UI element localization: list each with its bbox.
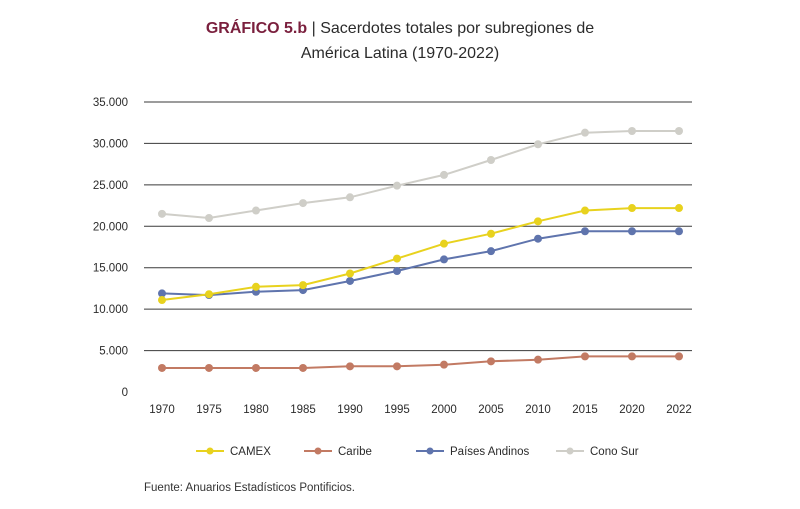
data-point xyxy=(628,204,636,213)
data-point xyxy=(534,217,542,226)
data-point xyxy=(346,362,354,371)
y-tick-label: 20.000 xyxy=(93,221,128,233)
chart-title-line-2: América Latina (1970-2022) xyxy=(300,45,500,62)
series-line-camex xyxy=(161,207,679,301)
data-point xyxy=(393,181,401,190)
data-point xyxy=(158,289,166,298)
series-lines xyxy=(161,130,679,369)
x-tick-label: 1990 xyxy=(337,404,363,416)
data-point xyxy=(487,229,495,238)
data-point xyxy=(628,227,636,236)
series-line-cono-sur xyxy=(161,130,679,220)
data-point xyxy=(393,254,401,263)
x-tick-label: 1975 xyxy=(196,404,222,416)
data-point xyxy=(440,360,448,369)
source-note: Fuente: Anuarios Estadísticos Pontificio… xyxy=(144,482,355,494)
data-point xyxy=(675,227,683,236)
data-point xyxy=(393,362,401,371)
data-point xyxy=(158,363,166,372)
chart-title-text-1: Sacerdotes totales por subregiones de xyxy=(320,20,595,37)
data-point xyxy=(346,276,354,285)
legend-swatch-marker xyxy=(314,447,322,455)
y-tick-label: 5.000 xyxy=(99,346,128,358)
x-tick-label: 1980 xyxy=(243,404,269,416)
data-point xyxy=(581,352,589,361)
data-point xyxy=(252,206,260,215)
legend-label: CAMEX xyxy=(230,446,271,458)
data-point xyxy=(534,234,542,243)
x-tick-label: 2000 xyxy=(431,404,457,416)
y-tick-label: 10.000 xyxy=(93,304,128,316)
y-tick-label: 30.000 xyxy=(93,138,128,150)
data-point xyxy=(252,282,260,291)
legend: CAMEX Caribe Países Andinos Cono Sur xyxy=(196,446,639,458)
data-point xyxy=(440,239,448,248)
chart-title-line-1: GRÁFICO 5.b | Sacerdotes totales por sub… xyxy=(0,16,800,41)
data-point xyxy=(675,204,683,213)
x-tick-label: 2020 xyxy=(619,404,645,416)
data-point xyxy=(440,170,448,179)
y-tick-label: 25.000 xyxy=(93,180,128,192)
x-tick-label: 1985 xyxy=(290,404,316,416)
x-tick-label: 2005 xyxy=(478,404,504,416)
chart-title-separator: | xyxy=(311,20,316,37)
data-point xyxy=(346,193,354,202)
data-point xyxy=(581,227,589,236)
legend-swatch-marker xyxy=(566,447,574,455)
y-tick-label: 0 xyxy=(122,387,128,399)
x-tick-label: 1995 xyxy=(384,404,410,416)
y-tick-label: 35.000 xyxy=(93,97,128,109)
data-point xyxy=(158,209,166,218)
x-tick-label: 2015 xyxy=(572,404,598,416)
data-point xyxy=(675,352,683,361)
x-tick-label: 2010 xyxy=(525,404,551,416)
data-point xyxy=(534,140,542,149)
data-point xyxy=(675,127,683,135)
legend-label: Caribe xyxy=(338,446,372,458)
gridlines xyxy=(144,101,692,352)
data-point xyxy=(299,199,307,208)
data-point xyxy=(487,156,495,164)
data-point xyxy=(534,355,542,364)
data-point xyxy=(299,363,307,372)
legend-swatch-marker xyxy=(206,447,214,455)
data-point xyxy=(205,290,213,299)
legend-swatch-marker xyxy=(426,447,434,455)
data-point xyxy=(581,128,589,137)
y-tick-label: 15.000 xyxy=(93,263,128,275)
data-point xyxy=(628,352,636,361)
series-line-países-andinos xyxy=(161,230,679,297)
data-point xyxy=(346,269,354,278)
y-axis-ticks: 0 5.000 10.000 15.000 20.000 25.000 30.000 35.0… xyxy=(93,97,128,399)
chart-title-prefix: GRÁFICO 5.b xyxy=(205,20,308,37)
data-point xyxy=(440,255,448,264)
series-points xyxy=(158,127,683,372)
data-point xyxy=(252,363,260,372)
data-point xyxy=(205,363,213,372)
legend-label: Cono Sur xyxy=(590,446,639,458)
x-tick-label: 1970 xyxy=(149,404,175,416)
x-tick-label: 2022 xyxy=(666,404,692,416)
data-point xyxy=(487,357,495,366)
chart-title: GRÁFICO 5.b | Sacerdotes totales por sub… xyxy=(0,16,800,66)
series-line-caribe xyxy=(162,355,679,369)
data-point xyxy=(487,247,495,256)
data-point xyxy=(158,296,166,305)
data-point xyxy=(299,281,307,290)
legend-label: Países Andinos xyxy=(450,446,530,458)
data-point xyxy=(628,127,636,135)
data-point xyxy=(205,214,213,222)
data-point xyxy=(581,206,589,215)
data-point xyxy=(393,267,401,276)
x-axis-ticks: 1970 1975 1980 1985 1990 1995 2000 2005 2010 2015… xyxy=(149,404,692,416)
